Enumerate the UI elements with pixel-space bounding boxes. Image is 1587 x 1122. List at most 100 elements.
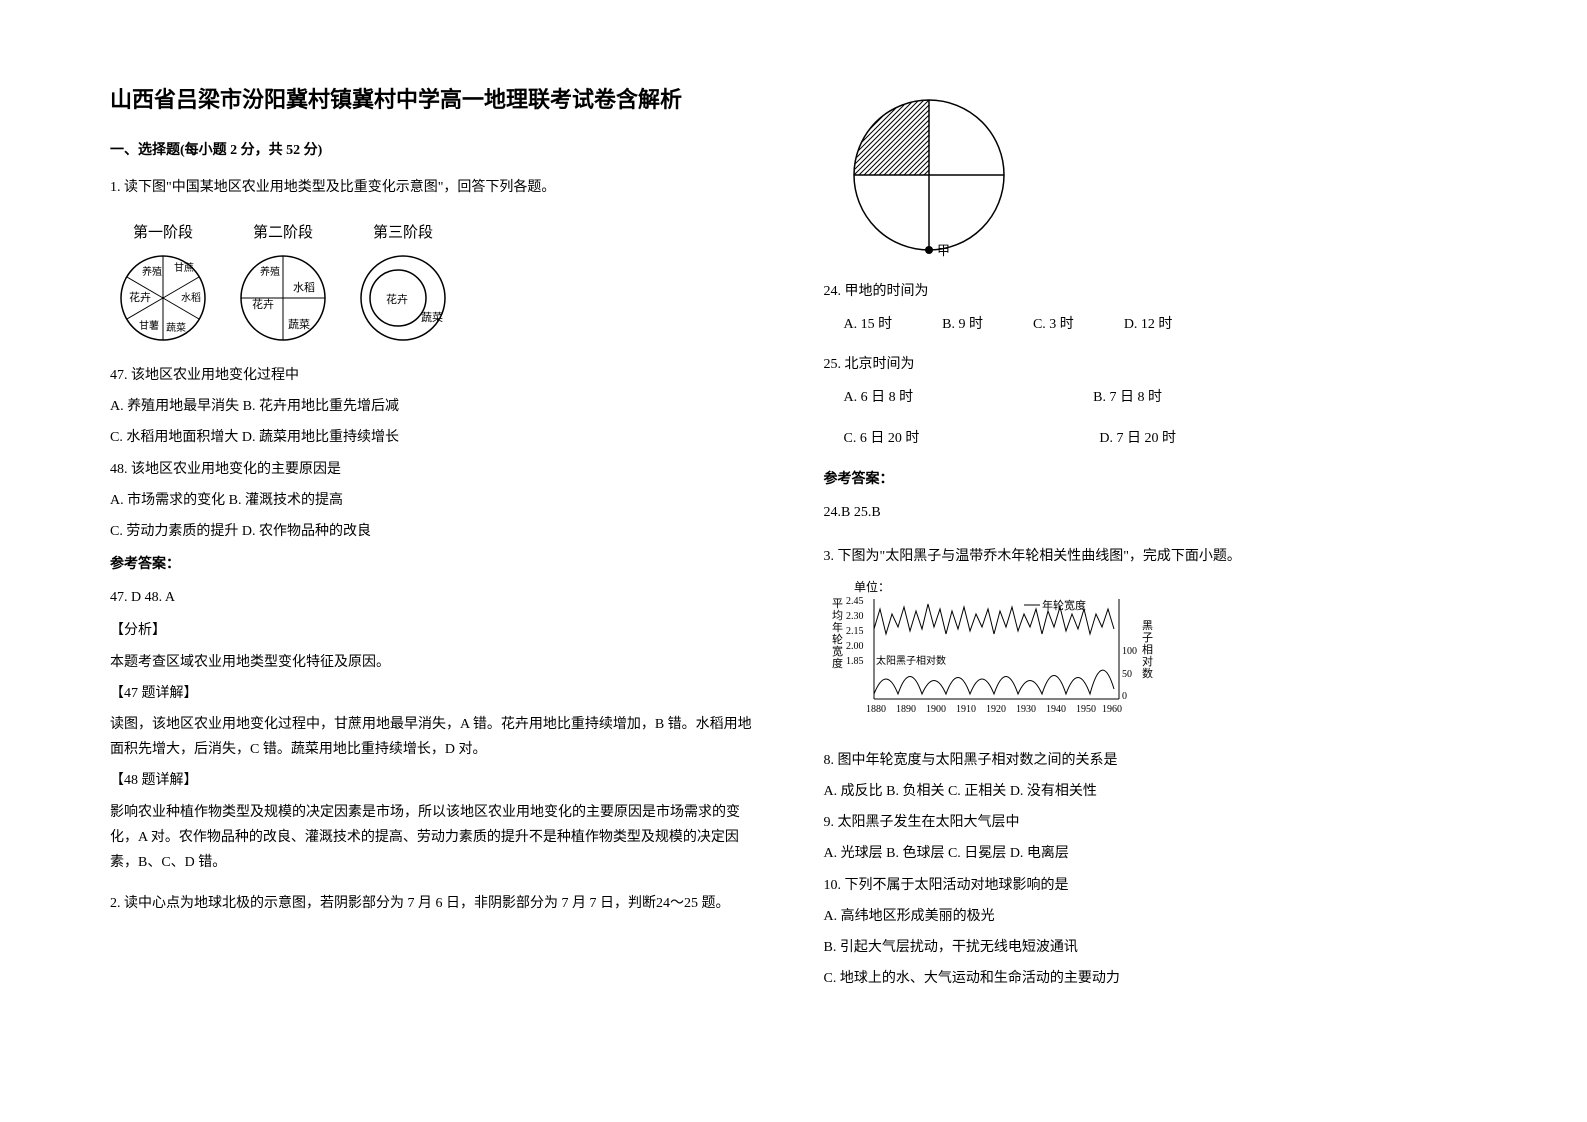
q48-text: 48. 该地区农业用地变化的主要原因是 — [110, 457, 764, 482]
q9-optA: A. 光球层 — [824, 846, 883, 861]
svg-text:相: 相 — [1142, 643, 1153, 656]
q1-intro: 1. 读下图"中国某地区农业用地类型及比重变化示意图"，回答下列各题。 — [110, 175, 764, 200]
sector-label: 花卉 — [129, 291, 151, 304]
sector-label: 花卉 — [386, 293, 408, 306]
answers-24-25: 24.B 25.B — [824, 500, 1478, 525]
marker-label: 甲 — [937, 243, 950, 258]
q8-optB: B. 负相关 — [886, 784, 944, 799]
q9-text: 9. 太阳黑子发生在太阳大气层中 — [824, 810, 1478, 835]
analysis-intro: 本题考查区域农业用地类型变化特征及原因。 — [110, 650, 764, 675]
svg-text:2.45: 2.45 — [846, 596, 864, 607]
svg-text:宽: 宽 — [832, 644, 843, 658]
q8-optC: C. 正相关 — [948, 784, 1006, 799]
svg-text:轮: 轮 — [832, 632, 843, 646]
q8-optA: A. 成反比 — [824, 784, 883, 799]
q48-options-cd: C. 劳动力素质的提升 D. 农作物品种的改良 — [110, 519, 764, 544]
q1-diagram: 第一阶段 甘蔗 养殖 水稻 花卉 蔬菜 甘薯 — [110, 212, 764, 351]
q3-intro: 3. 下图为"太阳黑子与温带乔木年轮相关性曲线图"，完成下面小题。 — [824, 544, 1478, 569]
stage-2: 第二阶段 养殖 水稻 花卉 蔬菜 — [238, 220, 328, 343]
exam-title: 山西省吕梁市汾阳冀村镇冀村中学高一地理联考试卷含解析 — [110, 80, 764, 120]
svg-text:子: 子 — [1142, 631, 1153, 644]
q48-optB: B. 灌溉技术的提高 — [229, 493, 343, 508]
q10-optC: C. 地球上的水、大气运动和生命活动的主要动力 — [824, 966, 1478, 991]
q25-optC: C. 6 日 20 时 — [844, 426, 920, 451]
yaxis-left-label: 平 — [832, 598, 843, 610]
q24-options: A. 15 时 B. 9 时 C. 3 时 D. 12 时 — [844, 312, 1478, 337]
sunspot-line — [874, 670, 1114, 694]
svg-text:100: 100 — [1122, 646, 1137, 657]
q10-text: 10. 下列不属于太阳活动对地球影响的是 — [824, 873, 1478, 898]
yaxis-right-label: 黑 — [1142, 619, 1153, 632]
q2-intro: 2. 读中心点为地球北极的示意图，若阴影部分为 7 月 6 日，非阴影部分为 7… — [110, 891, 764, 916]
sector-label: 蔬菜 — [288, 318, 310, 331]
pie-chart-stage2: 养殖 水稻 花卉 蔬菜 — [238, 253, 328, 343]
q25-optB: B. 7 日 8 时 — [1093, 385, 1162, 410]
q47-optC: C. 水稻用地面积增大 — [110, 430, 238, 445]
q9-optC: C. 日冕层 — [948, 846, 1006, 861]
q47-text: 47. 该地区农业用地变化过程中 — [110, 363, 764, 388]
svg-text:1930: 1930 — [1016, 704, 1036, 715]
q9-optB: B. 色球层 — [886, 846, 944, 861]
sector-label: 养殖 — [142, 265, 162, 278]
q24-text: 24. 甲地的时间为 — [824, 279, 1478, 304]
svg-text:数: 数 — [1142, 667, 1153, 680]
q47-optA: A. 养殖用地最早消失 — [110, 399, 239, 414]
pie-chart-stage3: 花卉 蔬菜 — [358, 253, 448, 343]
q47-options-ab: A. 养殖用地最早消失 B. 花卉用地比重先增后减 — [110, 394, 764, 419]
q8-optD: D. 没有相关性 — [1010, 784, 1097, 799]
sunspot-chart: 单位： 平 均 年 轮 宽 度 黑 子 相 对 数 洪 2.45 2 — [824, 579, 1478, 738]
sector-label: 水稻 — [181, 292, 201, 304]
svg-text:1890: 1890 — [896, 704, 916, 715]
q48-optA: A. 市场需求的变化 — [110, 493, 225, 508]
q24-optD: D. 12 时 — [1124, 312, 1173, 337]
legend-ring: 年轮宽度 — [1042, 598, 1086, 612]
sector-label: 蔬菜 — [421, 311, 443, 324]
polar-svg: 甲 — [844, 90, 1024, 260]
svg-text:1900: 1900 — [926, 704, 946, 715]
q25-optD: D. 7 日 20 时 — [1099, 426, 1176, 451]
detail48-header: 【48 题详解】 — [110, 768, 764, 793]
q10-optA: A. 高纬地区形成美丽的极光 — [824, 904, 1478, 929]
sector-label: 养殖 — [260, 265, 280, 278]
svg-text:1940: 1940 — [1046, 704, 1066, 715]
sector-label: 甘薯 — [139, 319, 159, 332]
sector-label: 水稻 — [293, 281, 315, 294]
q47-optB: B. 花卉用地比重先增后减 — [243, 399, 399, 414]
answer-header-1: 参考答案： — [110, 552, 764, 577]
stage2-label: 第二阶段 — [253, 220, 313, 247]
sector-label: 甘蔗 — [174, 261, 194, 274]
q8-text: 8. 图中年轮宽度与太阳黑子相对数之间的关系是 — [824, 748, 1478, 773]
sector-label: 花卉 — [252, 298, 274, 311]
q24-optC: C. 3 时 — [1033, 312, 1074, 337]
left-column: 山西省吕梁市汾阳冀村镇冀村中学高一地理联考试卷含解析 一、选择题(每小题 2 分… — [110, 80, 764, 997]
q25-options: A. 6 日 8 时 B. 7 日 8 时 C. 6 日 20 时 D. 7 日… — [844, 385, 1478, 451]
unit-label: 单位： — [854, 579, 890, 594]
svg-text:均: 均 — [832, 609, 843, 622]
right-column: 甲 24. 甲地的时间为 A. 15 时 B. 9 时 C. 3 时 D. 12… — [824, 80, 1478, 997]
svg-text:1920: 1920 — [986, 704, 1006, 715]
q25-text: 25. 北京时间为 — [824, 352, 1478, 377]
svg-text:2.00: 2.00 — [846, 641, 864, 652]
stage-3: 第三阶段 花卉 蔬菜 — [358, 220, 448, 343]
sunspot-svg: 单位： 平 均 年 轮 宽 度 黑 子 相 对 数 洪 2.45 2 — [824, 579, 1154, 729]
stage1-label: 第一阶段 — [133, 220, 193, 247]
detail48-text: 影响农业种植作物类型及规模的决定因素是市场，所以该地区农业用地变化的主要原因是市… — [110, 800, 764, 876]
stage3-label: 第三阶段 — [373, 220, 433, 247]
q48-optC: C. 劳动力素质的提升 — [110, 524, 238, 539]
svg-text:1.85: 1.85 — [846, 656, 864, 667]
polar-diagram: 甲 — [844, 90, 1478, 269]
answers-47-48: 47. D 48. A — [110, 585, 764, 610]
svg-text:度: 度 — [832, 656, 843, 670]
legend-sunspot: 太阳黑子相对数 — [876, 654, 946, 667]
q8-options: A. 成反比 B. 负相关 C. 正相关 D. 没有相关性 — [824, 779, 1478, 804]
analysis-header: 【分析】 — [110, 618, 764, 643]
answer-header-2: 参考答案： — [824, 467, 1478, 492]
svg-text:0: 0 — [1122, 691, 1127, 702]
svg-text:对: 对 — [1142, 654, 1153, 668]
svg-text:2.15: 2.15 — [846, 626, 864, 637]
svg-text:1910: 1910 — [956, 704, 976, 715]
q47-options-cd: C. 水稻用地面积增大 D. 蔬菜用地比重持续增长 — [110, 425, 764, 450]
q24-optA: A. 15 时 — [844, 312, 893, 337]
detail47-text: 读图，该地区农业用地变化过程中，甘蔗用地最早消失，A 错。花卉用地比重持续增加，… — [110, 712, 764, 762]
svg-text:50: 50 — [1122, 669, 1132, 680]
